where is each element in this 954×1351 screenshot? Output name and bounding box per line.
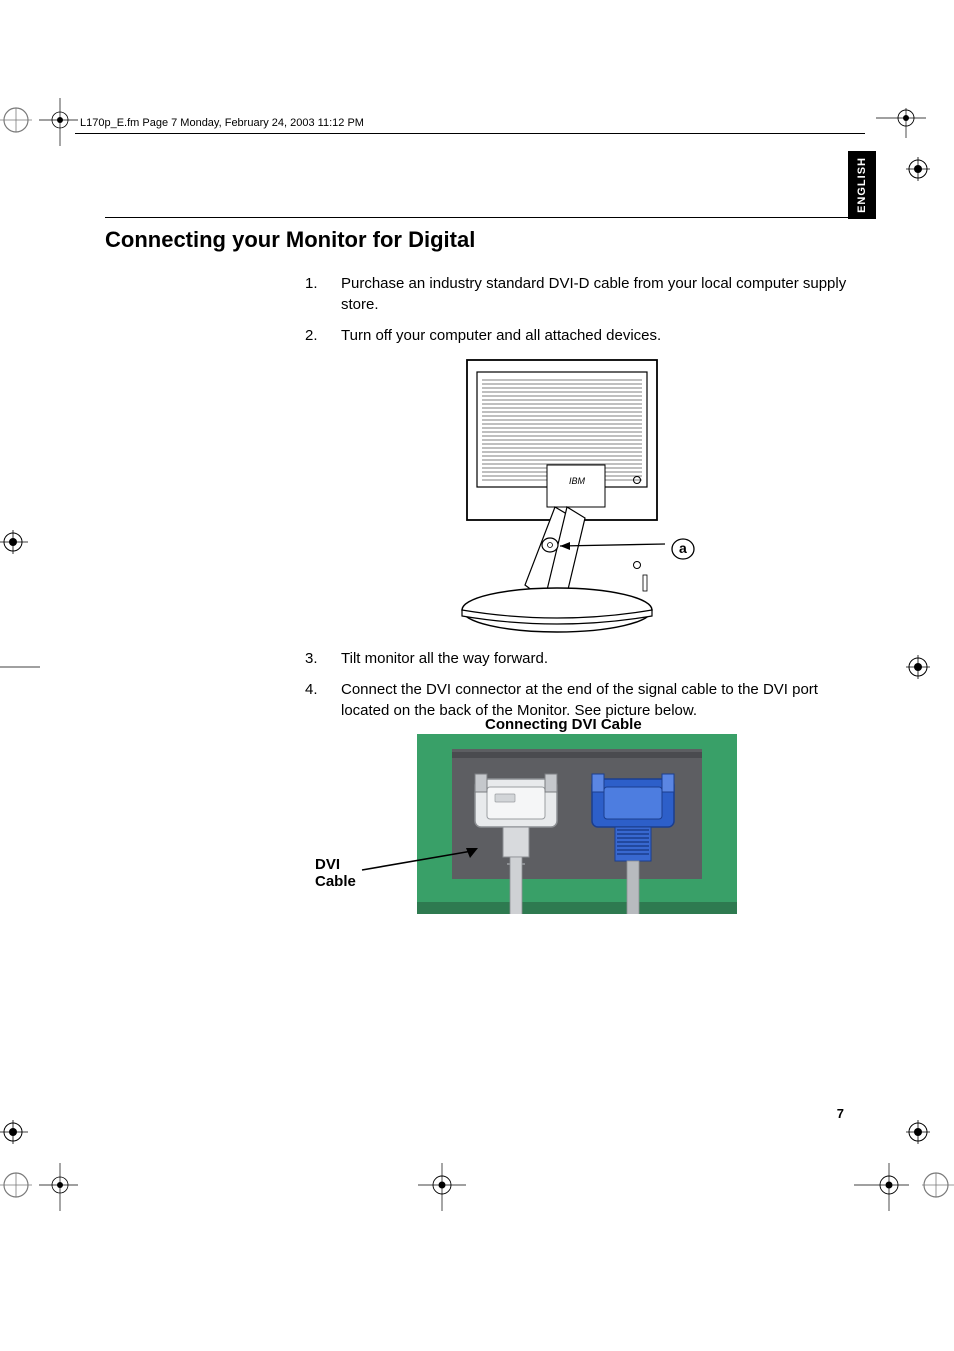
reg-mark-l2-outer xyxy=(0,655,40,679)
crop-mark-bc xyxy=(418,1163,466,1211)
steps-list-a: 1. Purchase an industry standard DVI-D c… xyxy=(305,273,850,356)
section-rule xyxy=(105,217,860,218)
figure2-caption: Connecting DVI Cable xyxy=(485,716,642,733)
svg-text:IBM: IBM xyxy=(569,476,586,486)
dvi-arrow xyxy=(360,848,490,893)
monitor-diagram: IBM xyxy=(417,350,737,635)
list-item: 3. Tilt monitor all the way forward. xyxy=(305,648,850,669)
list-number: 1. xyxy=(305,273,341,315)
list-text: Turn off your computer and all attached … xyxy=(341,325,850,346)
language-tab-label: ENGLISH xyxy=(856,157,868,213)
page-header-text: L170p_E.fm Page 7 Monday, February 24, 2… xyxy=(80,117,364,129)
reg-mark-r2 xyxy=(906,655,930,679)
list-text: Connect the DVI connector at the end of … xyxy=(341,679,850,721)
list-number: 2. xyxy=(305,325,341,346)
reg-mark-l3 xyxy=(0,1120,28,1144)
dvi-cable-label: DVI Cable xyxy=(315,856,356,890)
header-rule xyxy=(75,133,865,134)
crop-mark-tr xyxy=(876,108,954,138)
crop-mark-tl xyxy=(0,98,78,146)
list-number: 3. xyxy=(305,648,341,669)
dvi-label-line1: DVI xyxy=(315,856,340,873)
reg-mark-r3 xyxy=(906,1120,930,1144)
list-item: 4. Connect the DVI connector at the end … xyxy=(305,679,850,721)
crop-mark-bl xyxy=(0,1163,78,1211)
section-heading: Connecting your Monitor for Digital xyxy=(105,227,475,253)
dvi-label-line2: Cable xyxy=(315,873,356,890)
reg-mark-r1 xyxy=(906,157,930,181)
crop-mark-br xyxy=(854,1163,954,1211)
page-number: 7 xyxy=(837,1106,844,1121)
list-item: 1. Purchase an industry standard DVI-D c… xyxy=(305,273,850,315)
callout-a: a xyxy=(670,537,700,566)
list-text: Tilt monitor all the way forward. xyxy=(341,648,850,669)
language-tab: ENGLISH xyxy=(848,151,876,219)
reg-mark-l1 xyxy=(0,530,28,554)
list-item: 2. Turn off your computer and all attach… xyxy=(305,325,850,346)
list-number: 4. xyxy=(305,679,341,721)
callout-a-label: a xyxy=(679,540,687,556)
list-text: Purchase an industry standard DVI-D cabl… xyxy=(341,273,850,315)
